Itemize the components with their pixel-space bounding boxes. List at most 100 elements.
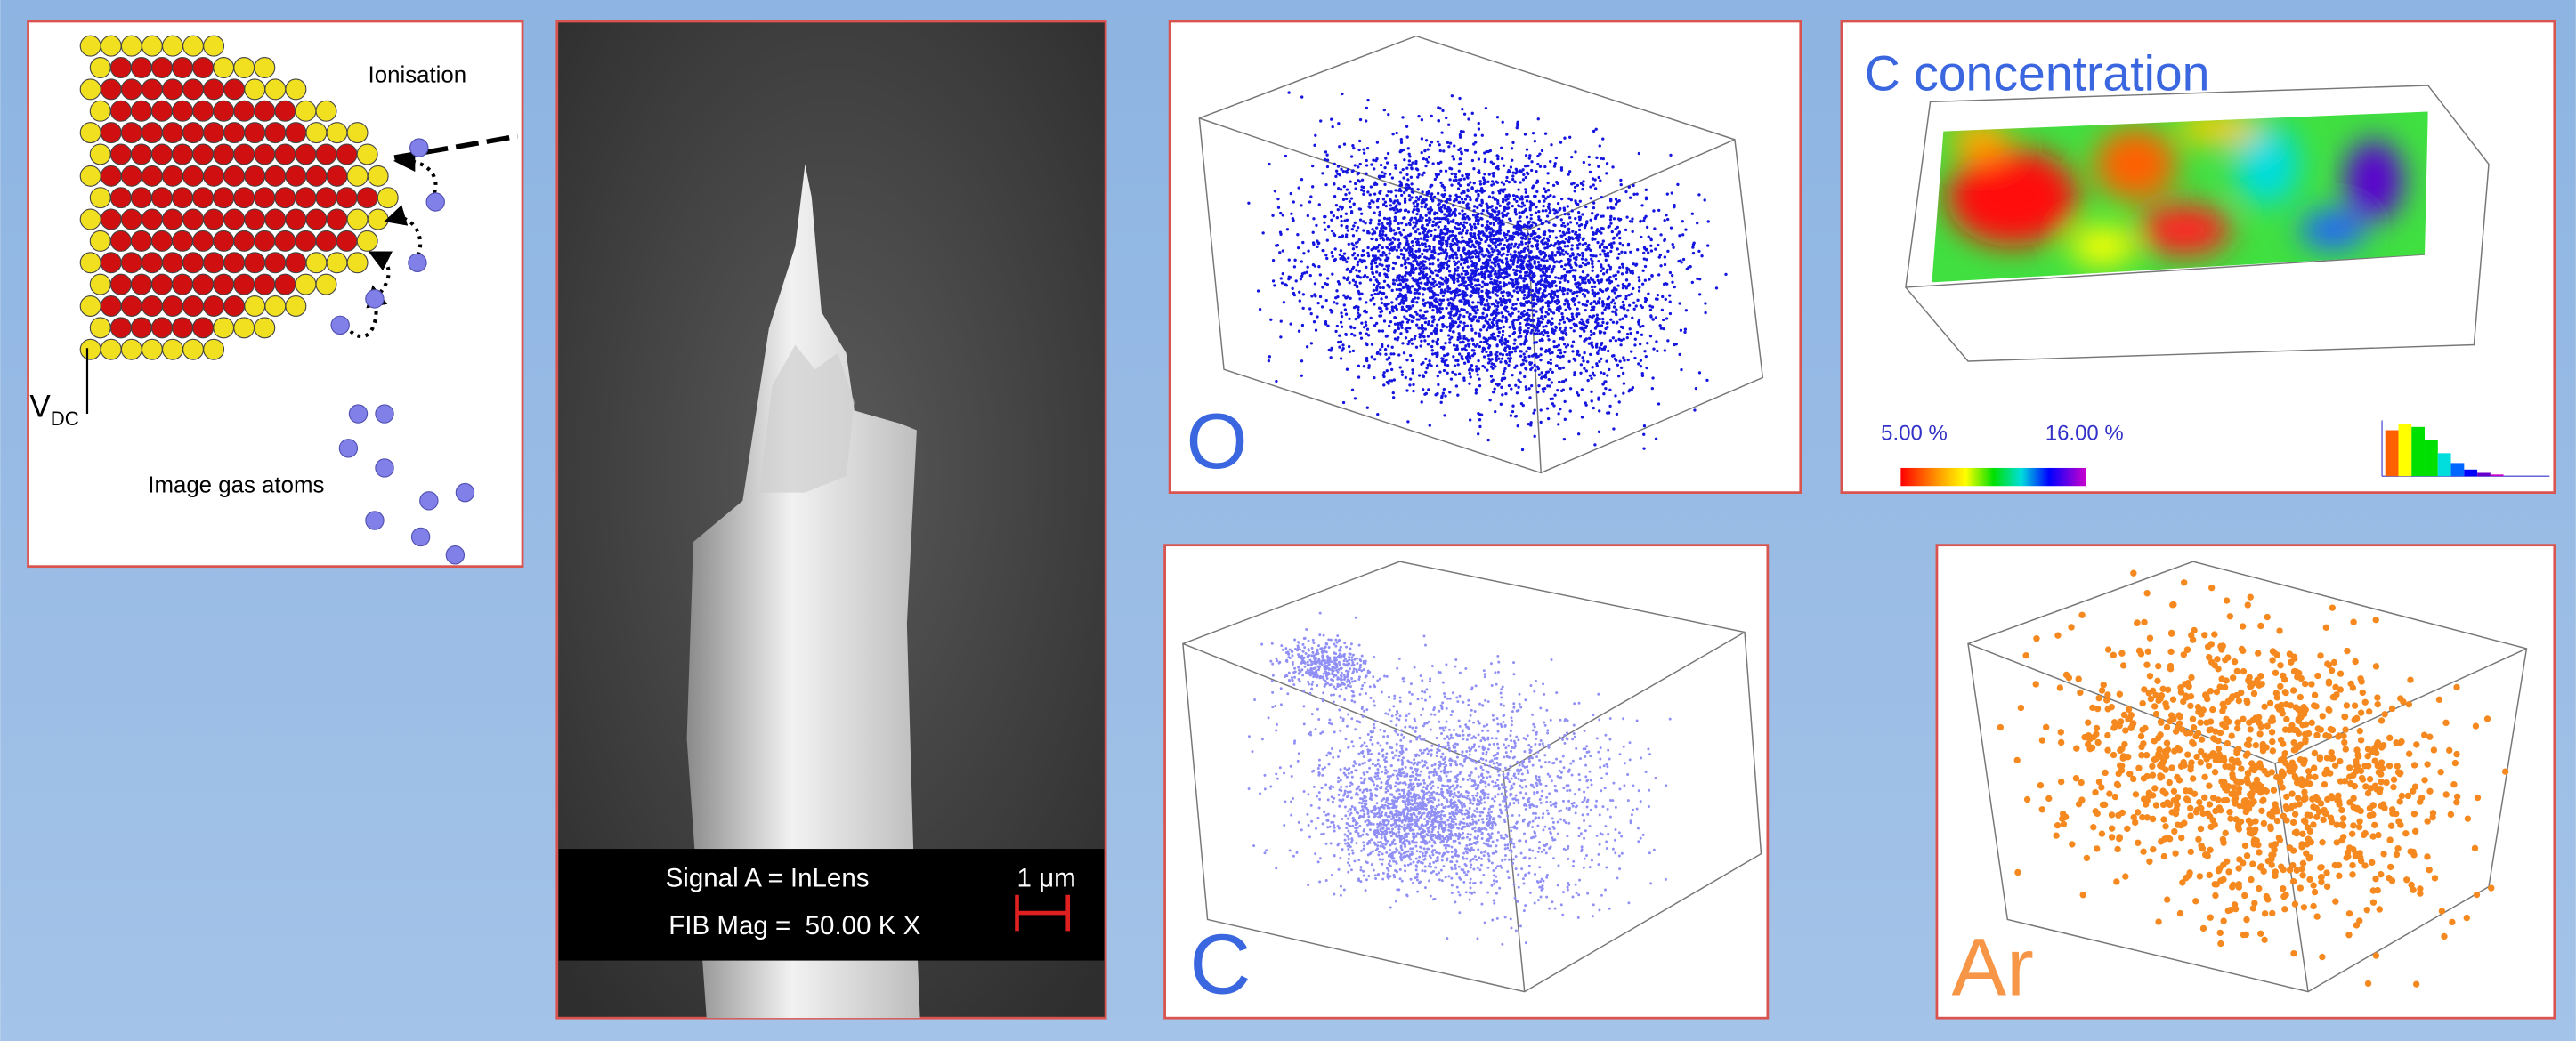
o-atom	[1437, 192, 1439, 195]
o-atom	[1576, 353, 1578, 356]
o-atom	[1357, 173, 1359, 175]
c-atom	[1615, 806, 1617, 809]
o-atom	[1465, 231, 1468, 234]
o-atom	[1389, 220, 1391, 222]
o-atom	[1665, 298, 1667, 301]
o-atom	[1481, 224, 1484, 227]
o-atom	[1572, 254, 1575, 256]
gas-atom	[456, 483, 474, 501]
o-atom	[1594, 293, 1597, 295]
o-atom	[1391, 310, 1394, 312]
o-atom	[1365, 107, 1368, 109]
bulk-atom	[275, 230, 296, 251]
o-atom	[1421, 262, 1423, 265]
o-atom	[1684, 229, 1687, 231]
o-atom	[1300, 95, 1303, 98]
o-atom	[1493, 319, 1495, 321]
o-atom	[1542, 209, 1544, 212]
o-atom	[1375, 322, 1378, 325]
o-atom	[1625, 286, 1628, 289]
bulk-atom	[224, 253, 245, 273]
o-atom	[1512, 286, 1515, 288]
o-atom	[1394, 337, 1397, 340]
o-atom	[1511, 295, 1513, 298]
o-atom	[1559, 286, 1561, 288]
o-atom	[1279, 230, 1282, 233]
o-atom	[1500, 254, 1503, 256]
o-atom	[1560, 277, 1563, 279]
o-atom	[1510, 165, 1512, 168]
o-atom	[1397, 295, 1399, 298]
o-atom	[1508, 264, 1511, 267]
o-atom	[1521, 448, 1524, 451]
o-atom	[1564, 327, 1567, 329]
o-atom	[1557, 308, 1559, 311]
o-atom	[1357, 261, 1359, 263]
bulk-atom	[110, 230, 131, 251]
o-atom	[1634, 338, 1637, 341]
o-atom	[1361, 179, 1364, 182]
o-atom	[1485, 230, 1487, 232]
o-atom	[1574, 358, 1576, 360]
o-atom	[1392, 391, 1395, 394]
o-atom	[1623, 359, 1625, 361]
o-atom	[1375, 270, 1378, 273]
o-atom	[1507, 171, 1510, 174]
o-atom	[1516, 281, 1519, 284]
o-atom	[1405, 125, 1408, 128]
bulk-atom	[296, 144, 316, 165]
o-atom	[1662, 319, 1665, 321]
o-atom	[1552, 184, 1555, 187]
o-atom	[1604, 387, 1607, 390]
o-atom	[1535, 212, 1537, 214]
bulk-atom	[142, 79, 162, 100]
o-atom	[1540, 371, 1543, 374]
bulk-atom	[306, 165, 327, 186]
o-atom	[1459, 133, 1462, 136]
o-atom	[1445, 240, 1447, 243]
o-atom	[1453, 343, 1455, 346]
o-atom	[1530, 160, 1533, 163]
o-atom	[1588, 156, 1591, 158]
o-atom	[1549, 160, 1551, 163]
o-atom	[1598, 431, 1600, 433]
o-atom	[1543, 230, 1546, 233]
o-atom	[1368, 364, 1371, 367]
surface-atom	[80, 79, 101, 100]
o-atom	[1704, 198, 1706, 201]
o-atom	[1508, 194, 1511, 197]
o-atom	[1424, 206, 1427, 208]
gas-atom	[426, 193, 444, 211]
o-atom	[1389, 190, 1392, 193]
o-atom	[1564, 274, 1567, 277]
c-atom	[1482, 874, 1485, 876]
o-atom	[1387, 113, 1389, 116]
o-atom	[1437, 253, 1439, 255]
o-atom	[1471, 354, 1474, 357]
o-atom	[1448, 167, 1451, 170]
o-atom	[1444, 288, 1446, 291]
o-atom	[1340, 168, 1342, 171]
o-atom	[1443, 388, 1446, 391]
o-atom	[1412, 260, 1414, 262]
o-atom	[1490, 232, 1493, 235]
c-atom	[1496, 743, 1499, 746]
o-atom	[1430, 234, 1432, 237]
c-atom	[1372, 763, 1374, 765]
o-atom	[1567, 360, 1570, 363]
o-atom	[1514, 208, 1517, 211]
o-atom	[1677, 260, 1680, 262]
o-atom	[1527, 195, 1529, 198]
o-atom	[1457, 332, 1460, 335]
c-atom	[1627, 901, 1630, 904]
o-atom	[1611, 165, 1614, 168]
o-atom	[1524, 271, 1527, 274]
o-atom	[1417, 327, 1420, 329]
o-atom	[1540, 347, 1543, 350]
o-atom	[1506, 203, 1509, 206]
bulk-atom	[173, 188, 193, 208]
o-atom	[1664, 349, 1666, 351]
o-atom	[1357, 226, 1359, 229]
o-atom	[1698, 371, 1701, 374]
o-atom	[1373, 293, 1376, 295]
